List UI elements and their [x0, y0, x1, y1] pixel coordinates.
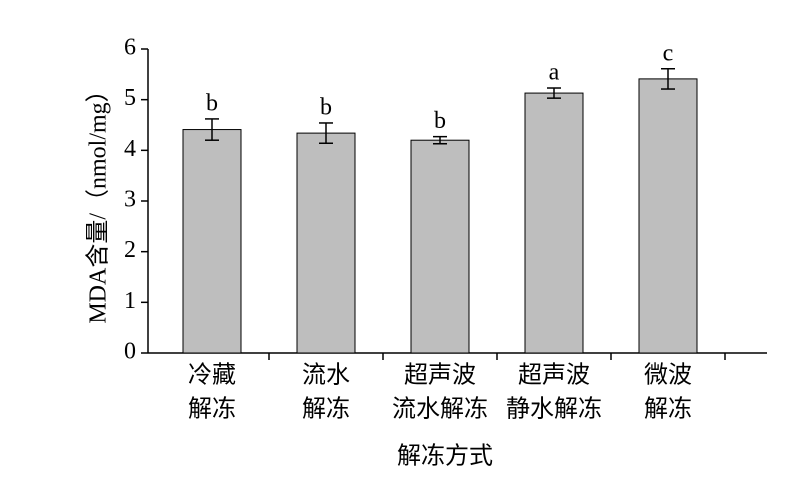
x-tick-label: 解冻: [188, 396, 236, 423]
bar: [638, 78, 698, 354]
y-tick-label: 0: [124, 339, 136, 365]
bar: [296, 132, 356, 354]
y-tick-label: 1: [124, 288, 136, 314]
x-tick-label: 冷藏: [188, 362, 236, 389]
y-axis-title: MDA含量/（nmol/mg）: [85, 78, 112, 323]
significance-letter: b: [434, 108, 446, 134]
significance-letter: b: [206, 90, 218, 116]
bar: [410, 139, 470, 354]
y-tick-label: 2: [124, 237, 136, 263]
y-tick-label: 3: [124, 187, 136, 213]
x-tick-label: 微波: [644, 362, 692, 389]
significance-letter: b: [320, 94, 332, 120]
x-tick-label: 解冻: [302, 396, 350, 423]
y-tick-label: 5: [124, 85, 136, 111]
x-tick-label: 超声波: [404, 362, 476, 389]
y-tick-label: 4: [124, 136, 136, 162]
x-tick-label: 流水: [302, 362, 350, 389]
significance-letter: a: [549, 60, 560, 86]
x-tick-label: 流水解冻: [392, 396, 488, 423]
significance-letter: c: [663, 40, 674, 66]
bar: [182, 129, 242, 354]
y-tick-label: 6: [124, 35, 136, 61]
x-axis-title: 解冻方式: [397, 443, 493, 470]
x-tick-label: 静水解冻: [506, 396, 602, 423]
x-tick-label: 超声波: [518, 362, 590, 389]
x-tick-label: 解冻: [644, 396, 692, 423]
bar: [524, 92, 584, 354]
